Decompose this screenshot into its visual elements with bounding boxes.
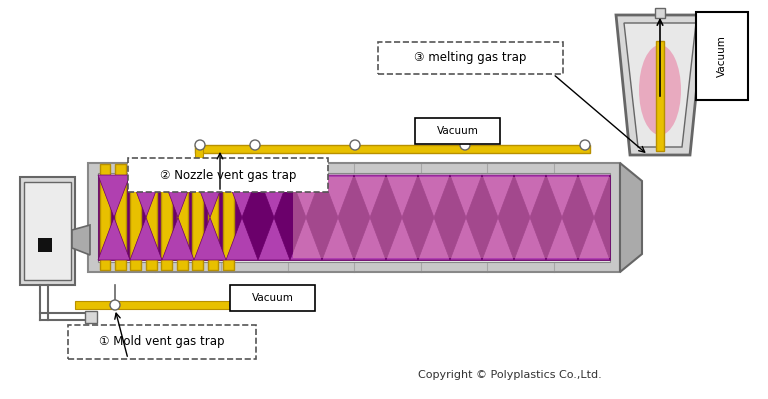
Polygon shape: [290, 217, 322, 260]
Polygon shape: [624, 23, 696, 147]
Bar: [115, 164, 126, 270]
Polygon shape: [418, 217, 450, 260]
Polygon shape: [386, 175, 418, 217]
Polygon shape: [482, 175, 514, 217]
Polygon shape: [258, 175, 290, 217]
Circle shape: [230, 300, 240, 310]
Polygon shape: [162, 175, 194, 217]
Ellipse shape: [639, 45, 681, 135]
Polygon shape: [290, 175, 322, 217]
Bar: [128, 158, 328, 192]
Text: ① Mold vent gas trap: ① Mold vent gas trap: [99, 336, 225, 348]
Polygon shape: [226, 217, 258, 260]
Polygon shape: [482, 217, 514, 260]
Polygon shape: [322, 175, 354, 217]
Polygon shape: [514, 217, 546, 260]
Bar: [656, 41, 664, 151]
Circle shape: [250, 140, 260, 150]
Circle shape: [110, 300, 120, 310]
Polygon shape: [130, 175, 162, 217]
Circle shape: [350, 140, 360, 150]
Polygon shape: [162, 217, 194, 260]
Bar: [146, 164, 157, 270]
Polygon shape: [546, 217, 578, 260]
Bar: [378, 42, 563, 74]
Polygon shape: [354, 217, 386, 260]
Polygon shape: [418, 175, 450, 217]
Bar: [131, 164, 141, 270]
Bar: [88, 163, 620, 272]
Polygon shape: [98, 175, 130, 217]
Bar: [696, 12, 748, 100]
Bar: [655, 8, 665, 18]
Bar: [195, 145, 590, 153]
Text: Vacuum: Vacuum: [717, 35, 727, 77]
Polygon shape: [450, 217, 482, 260]
Polygon shape: [322, 217, 354, 260]
Polygon shape: [450, 175, 482, 217]
Bar: [293, 177, 610, 258]
Bar: [98, 173, 610, 262]
Polygon shape: [226, 175, 258, 217]
Bar: [207, 164, 218, 270]
Polygon shape: [354, 175, 386, 217]
Text: Copyright © Polyplastics Co.,Ltd.: Copyright © Polyplastics Co.,Ltd.: [418, 370, 602, 380]
Circle shape: [195, 140, 205, 150]
Bar: [98, 175, 610, 260]
Bar: [20, 177, 75, 285]
Bar: [177, 164, 187, 270]
Text: ③ melting gas trap: ③ melting gas trap: [414, 51, 527, 65]
Text: Vacuum: Vacuum: [252, 293, 293, 303]
Bar: [68, 325, 256, 359]
Circle shape: [580, 140, 590, 150]
Polygon shape: [194, 217, 226, 260]
Bar: [85, 311, 97, 323]
Bar: [128, 158, 328, 192]
Bar: [195, 145, 203, 165]
Polygon shape: [386, 217, 418, 260]
Bar: [68, 325, 256, 359]
Polygon shape: [620, 163, 642, 272]
Bar: [192, 164, 203, 270]
Polygon shape: [578, 175, 610, 217]
Bar: [230, 285, 315, 311]
Circle shape: [460, 140, 470, 150]
Polygon shape: [130, 217, 162, 260]
Polygon shape: [514, 175, 546, 217]
Text: Vacuum: Vacuum: [436, 126, 478, 136]
Bar: [223, 164, 234, 270]
Bar: [378, 42, 563, 74]
Polygon shape: [258, 217, 290, 260]
Bar: [161, 164, 172, 270]
Polygon shape: [98, 217, 130, 260]
Polygon shape: [578, 217, 610, 260]
Polygon shape: [72, 225, 90, 255]
Polygon shape: [616, 15, 704, 155]
Polygon shape: [194, 175, 226, 217]
Bar: [100, 164, 111, 270]
Bar: [24, 182, 71, 280]
Bar: [38, 238, 52, 252]
Polygon shape: [546, 175, 578, 217]
Bar: [75, 301, 240, 309]
Text: ② Nozzle vent gas trap: ② Nozzle vent gas trap: [160, 168, 296, 182]
Bar: [415, 118, 500, 144]
